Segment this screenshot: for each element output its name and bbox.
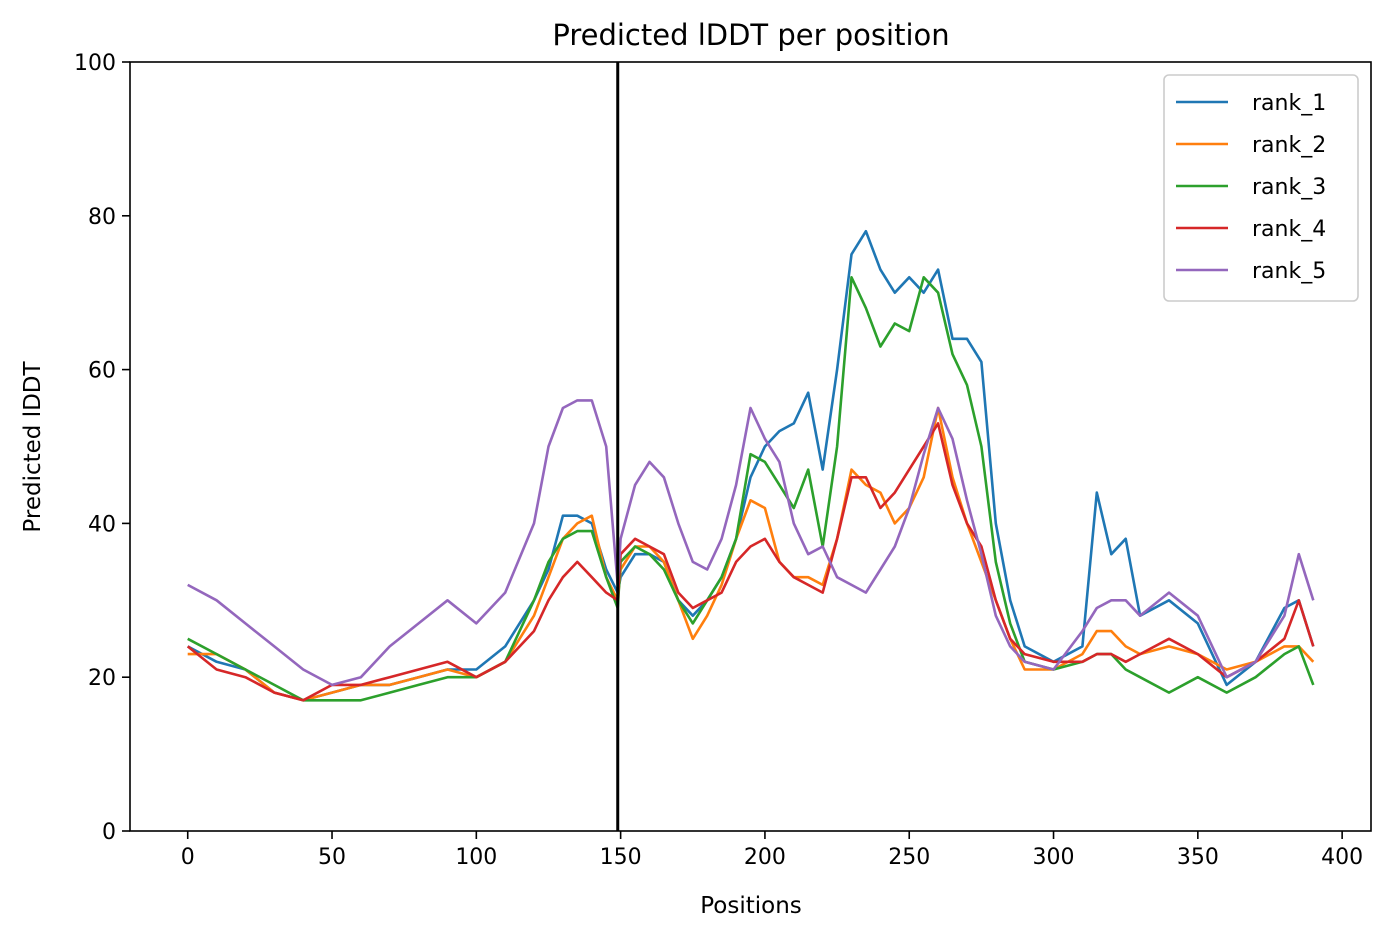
x-tick-label: 200 [744, 845, 786, 870]
series-line-rank_3 [187, 275, 1315, 702]
legend-label-rank_1: rank_1 [1252, 91, 1326, 116]
y-tick-label: 0 [102, 820, 116, 845]
y-tick-label: 80 [88, 205, 116, 230]
x-tick-label: 100 [455, 845, 497, 870]
legend: rank_1 rank_2 rank_3 rank_4 rank_5 [1163, 74, 1359, 302]
series-line-rank_1 [187, 229, 1315, 702]
chart-title: Predicted lDDT per position [552, 18, 949, 52]
y-axis-ticks: 0 20 40 60 80 100 [74, 51, 130, 845]
x-axis-label: Positions [700, 893, 802, 919]
legend-label-rank_5: rank_5 [1252, 259, 1326, 284]
x-tick-label: 50 [318, 845, 346, 870]
legend-label-rank_2: rank_2 [1252, 133, 1326, 158]
x-tick-label: 250 [888, 845, 930, 870]
x-tick-label: 400 [1321, 845, 1363, 870]
x-tick-label: 350 [1177, 845, 1219, 870]
series-line-rank_5 [187, 399, 1315, 687]
x-tick-label: 300 [1033, 845, 1075, 870]
y-axis-label: Predicted lDDT [20, 360, 46, 532]
plot-frame [129, 61, 1372, 832]
x-axis-ticks: 0 50 100 150 200 250 300 350 400 [181, 831, 1363, 870]
legend-label-rank_3: rank_3 [1252, 175, 1326, 200]
x-tick-label: 150 [600, 845, 642, 870]
legend-label-rank_4: rank_4 [1252, 217, 1326, 242]
y-tick-label: 40 [88, 512, 116, 537]
legend-frame [1163, 74, 1359, 302]
series-line-rank_2 [187, 406, 1315, 702]
y-tick-label: 20 [88, 666, 116, 691]
x-tick-label: 0 [181, 845, 195, 870]
series-layer [186, 229, 1315, 702]
series-line-rank_4 [186, 422, 1315, 702]
y-tick-label: 60 [88, 359, 116, 384]
y-tick-label: 100 [74, 51, 116, 76]
